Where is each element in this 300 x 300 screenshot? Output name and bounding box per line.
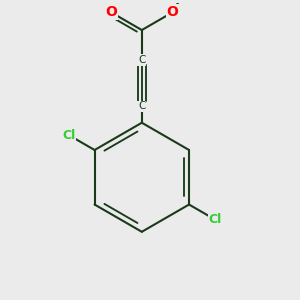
Text: Cl: Cl [62,128,75,142]
Text: C: C [138,101,146,111]
Text: O: O [167,5,178,19]
Text: Cl: Cl [208,213,222,226]
Text: C: C [138,55,146,65]
Text: O: O [105,5,117,19]
